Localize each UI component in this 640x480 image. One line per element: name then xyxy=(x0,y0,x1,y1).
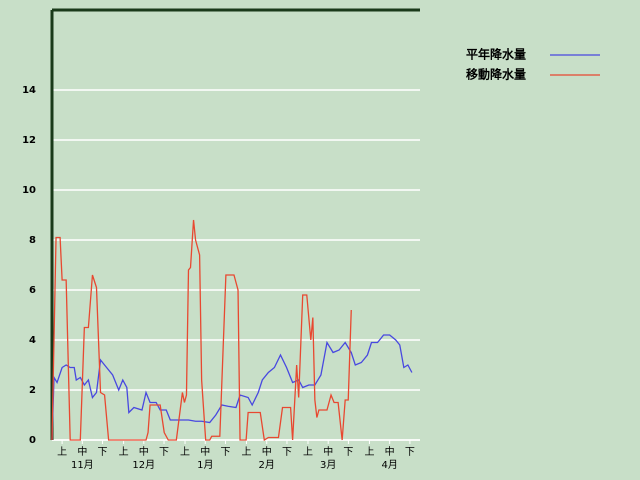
series-line xyxy=(51,219,352,442)
x-tick-label: 中 xyxy=(385,445,395,458)
month-label: 11月 xyxy=(71,459,94,471)
month-label: 2月 xyxy=(259,459,275,471)
legend-label: 平年降水量 xyxy=(466,47,526,62)
y-tick-label: 4 xyxy=(29,335,36,346)
y-tick-label: 12 xyxy=(22,135,36,146)
x-tick-label: 下 xyxy=(159,447,169,458)
x-tick-label: 中 xyxy=(200,445,210,458)
x-tick-label: 中 xyxy=(139,445,149,458)
x-tick-label: 上 xyxy=(242,446,252,458)
y-tick-label: 8 xyxy=(29,235,36,246)
legend-item: 移動降水量 xyxy=(466,67,600,82)
x-tick-label: 上 xyxy=(303,446,313,458)
x-tick-label: 上 xyxy=(119,446,129,458)
x-tick-label: 上 xyxy=(364,446,374,458)
x-tick-label: 上 xyxy=(57,446,67,458)
x-tick-label: 中 xyxy=(323,445,333,458)
y-tick-label: 6 xyxy=(29,285,36,296)
month-label: 3月 xyxy=(320,459,336,471)
x-tick-label: 上 xyxy=(180,446,190,458)
x-tick-label: 下 xyxy=(98,447,108,458)
y-tick-label: 14 xyxy=(22,85,36,96)
month-label: 1月 xyxy=(197,459,213,471)
x-tick-label: 下 xyxy=(343,447,353,458)
x-tick-label: 中 xyxy=(262,445,272,458)
y-tick-label: 10 xyxy=(22,185,36,196)
legend-item: 平年降水量 xyxy=(466,47,600,62)
x-tick-label: 中 xyxy=(77,445,87,458)
legend-label: 移動降水量 xyxy=(466,67,526,82)
month-label: 12月 xyxy=(132,459,155,471)
y-tick-label: 0 xyxy=(29,435,36,446)
series-line xyxy=(51,334,413,441)
y-tick-label: 2 xyxy=(29,385,36,396)
x-tick-label: 下 xyxy=(405,447,415,458)
x-tick-label: 下 xyxy=(282,447,292,458)
x-tick-label: 下 xyxy=(220,447,230,458)
month-label: 4月 xyxy=(381,459,397,471)
